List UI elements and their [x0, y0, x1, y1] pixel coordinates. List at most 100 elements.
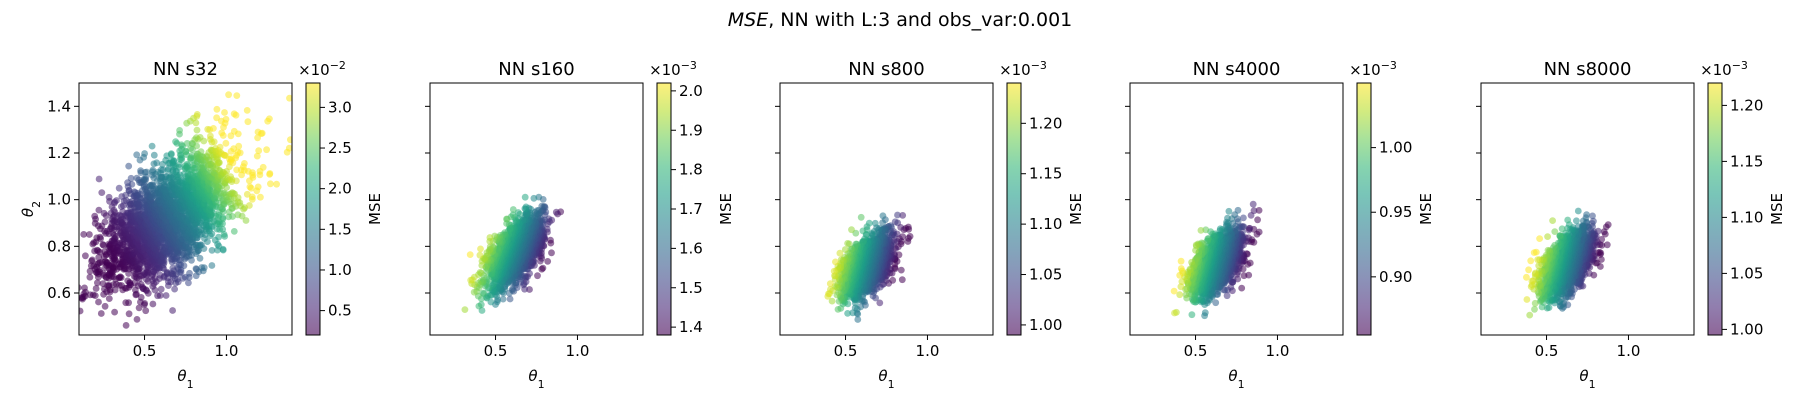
scatter-point: [234, 130, 242, 138]
scatter-point: [247, 184, 255, 192]
scatter-point: [79, 295, 86, 303]
scatter-point: [506, 295, 514, 303]
scatter-point: [95, 298, 102, 306]
scatter-point: [197, 148, 205, 156]
scatter-point: [246, 202, 253, 209]
scatter-point: [219, 226, 227, 233]
scatter-point: [241, 160, 248, 167]
panel-title: NN s32: [153, 59, 218, 80]
scatter-point: [97, 310, 105, 317]
plot-frame: [78, 82, 293, 336]
scatter-point: [127, 174, 135, 182]
scatter-point: [117, 274, 125, 281]
scatter-point: [208, 247, 216, 254]
scatter-point: [193, 126, 201, 134]
scatter-point: [273, 180, 280, 188]
scatter-point: [220, 123, 227, 131]
scatter-panel-3: NN s8000.5 1.0θ11.001.051.101.151.20×10−3…: [775, 59, 1085, 391]
scatter-point: [69, 270, 76, 277]
scatter-point: [151, 286, 159, 294]
x-tick-label: 1.0: [215, 342, 239, 360]
scatter-point: [108, 270, 116, 277]
scatter-points: [824, 211, 914, 323]
scatter-points: [57, 91, 305, 329]
colorbar-tick-label: 2.5: [328, 139, 352, 157]
colorbar-tick-label: 2.0: [328, 180, 352, 198]
scatter-point: [213, 114, 221, 122]
plot-frame: [429, 82, 644, 336]
scatter-point: [876, 299, 884, 307]
colorbar-gradient: [656, 82, 672, 336]
scatter-point: [238, 212, 246, 220]
panel-title: NN s160: [498, 59, 574, 80]
scatter-point: [478, 257, 486, 265]
scatter-point: [509, 206, 517, 213]
scatter-point: [156, 292, 164, 299]
scatter-point: [219, 132, 227, 139]
scatter-point: [259, 163, 267, 171]
scatter-point: [101, 302, 109, 310]
scatter-point: [65, 321, 72, 328]
scatter-point: [113, 197, 120, 204]
scatter-point: [144, 289, 152, 297]
colorbar-tick-label: 3.0: [328, 98, 352, 116]
y-tick-label: 1.0: [47, 191, 71, 209]
y-axis-label: θ2: [19, 201, 43, 217]
scatter-point: [93, 246, 101, 254]
scatter-point: [235, 142, 243, 150]
scatter-point: [879, 212, 887, 220]
scatter-point: [102, 273, 110, 281]
colorbar-tick-label: 1.6: [679, 239, 703, 257]
scatter-point: [530, 194, 538, 202]
scatter-point: [207, 132, 214, 140]
scatter-point: [222, 139, 230, 147]
scatter-point: [216, 143, 224, 151]
scatter-point: [79, 284, 82, 291]
scatter-point: [180, 262, 188, 270]
scatter-point: [208, 230, 216, 238]
scatter-point: [219, 220, 226, 228]
scatter-point: [904, 238, 912, 245]
scatter-point: [210, 138, 218, 146]
scatter-point: [185, 279, 192, 287]
colorbar-tick-label: 1.9: [679, 121, 703, 139]
scatter-point: [71, 263, 78, 270]
scatter-point: [244, 118, 252, 126]
scatter-point: [193, 142, 201, 150]
scatter-point: [898, 276, 906, 284]
scatter-point: [233, 92, 241, 99]
x-tick-label: 1.0: [566, 342, 590, 360]
scatter-point: [150, 151, 158, 159]
scatter-point: [87, 262, 95, 270]
scatter-point: [539, 264, 547, 272]
scatter-point: [243, 190, 251, 198]
scatter-point: [86, 231, 93, 238]
scatter-point: [256, 171, 264, 179]
scatter-point: [526, 286, 533, 293]
scatter-point: [298, 119, 305, 126]
scatter-point: [476, 251, 484, 259]
x-tick-label: 0.5: [484, 342, 508, 360]
scatter-point: [486, 234, 494, 241]
scatter-point: [86, 273, 94, 281]
scatter-point: [483, 249, 491, 256]
scatter-point: [137, 281, 145, 288]
scatter-point: [253, 152, 261, 160]
colorbar-tick-label: 1.0: [328, 261, 352, 279]
scatter-point: [200, 264, 208, 272]
scatter-point: [96, 266, 103, 274]
scatter-point: [263, 146, 270, 154]
scatter-point: [521, 205, 529, 213]
figure-title: MSE, NN with L:3 and obs_var:0.001: [728, 9, 1073, 31]
scatter-point: [183, 140, 191, 147]
colorbar-label: MSE: [717, 193, 735, 225]
scatter-point: [467, 276, 475, 284]
scatter-point: [57, 262, 64, 269]
scatter-point: [216, 159, 223, 167]
scatter-point: [125, 310, 133, 318]
scatter-point: [80, 231, 88, 238]
scatter-point: [255, 147, 263, 155]
